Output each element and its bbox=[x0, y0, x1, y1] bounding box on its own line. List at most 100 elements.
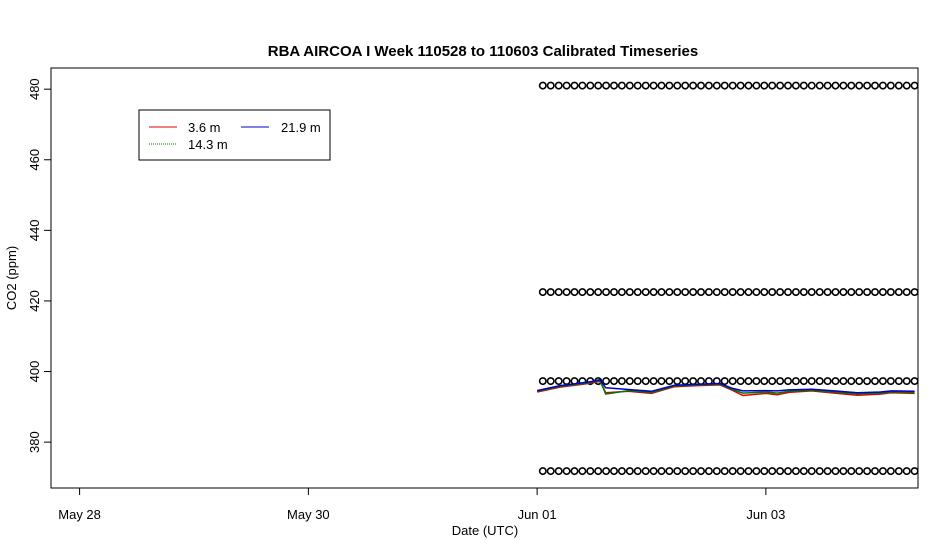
y-tick-label: 420 bbox=[27, 290, 42, 312]
x-tick-label: Jun 03 bbox=[746, 507, 785, 522]
calibration-point bbox=[538, 377, 547, 386]
calibration-point bbox=[657, 467, 666, 476]
calibration-point bbox=[839, 467, 848, 476]
calibration-point bbox=[902, 288, 911, 297]
calibration-point bbox=[886, 377, 895, 386]
x-tick-label: Jun 01 bbox=[518, 507, 557, 522]
series-lines bbox=[536, 378, 915, 397]
calibration-point bbox=[760, 288, 769, 297]
calibration-point bbox=[554, 81, 563, 90]
calibration-point bbox=[696, 467, 705, 476]
calibration-point bbox=[586, 81, 595, 90]
calibration-point bbox=[736, 377, 745, 386]
calibration-point bbox=[546, 81, 555, 90]
calibration-point bbox=[649, 288, 658, 297]
calibration-point bbox=[799, 288, 808, 297]
calibration-point bbox=[910, 467, 919, 476]
calibration-point bbox=[641, 288, 650, 297]
calibration-point bbox=[799, 81, 808, 90]
calibration-point bbox=[863, 467, 872, 476]
calibration-point bbox=[625, 81, 634, 90]
legend: 3.6 m 14.3 m 21.9 m bbox=[138, 109, 331, 161]
calibration-point bbox=[554, 467, 563, 476]
calibration-point bbox=[744, 377, 753, 386]
calibration-point bbox=[783, 377, 792, 386]
calibration-point bbox=[831, 377, 840, 386]
calibration-point bbox=[839, 377, 848, 386]
calibration-point bbox=[910, 288, 919, 297]
calibration-point bbox=[617, 467, 626, 476]
x-tick-label: May 30 bbox=[287, 507, 330, 522]
calibration-point bbox=[633, 288, 642, 297]
calibration-point bbox=[831, 81, 840, 90]
calibration-point bbox=[665, 467, 674, 476]
calibration-point bbox=[641, 377, 650, 386]
calibration-point bbox=[689, 377, 698, 386]
calibration-point bbox=[594, 288, 603, 297]
calibration-point bbox=[609, 288, 618, 297]
plot-frame bbox=[50, 67, 919, 489]
calibration-point bbox=[546, 467, 555, 476]
calibration-point bbox=[847, 288, 856, 297]
calibration-point bbox=[870, 288, 879, 297]
calibration-point bbox=[594, 467, 603, 476]
calibration-point bbox=[538, 288, 547, 297]
calibration-point bbox=[863, 377, 872, 386]
calibration-point bbox=[704, 288, 713, 297]
calibration-point bbox=[776, 467, 785, 476]
calibration-point bbox=[546, 377, 555, 386]
calibration-point bbox=[689, 81, 698, 90]
calibration-point bbox=[728, 81, 737, 90]
calibration-points bbox=[538, 81, 919, 476]
calibration-point bbox=[641, 81, 650, 90]
calibration-point bbox=[752, 81, 761, 90]
calibration-point bbox=[538, 467, 547, 476]
calibration-point bbox=[847, 81, 856, 90]
calibration-point bbox=[783, 467, 792, 476]
calibration-point bbox=[902, 467, 911, 476]
y-tick-label: 380 bbox=[27, 431, 42, 453]
calibration-point bbox=[878, 377, 887, 386]
calibration-point bbox=[602, 467, 611, 476]
calibration-point bbox=[863, 81, 872, 90]
calibration-point bbox=[681, 467, 690, 476]
calibration-point bbox=[578, 81, 587, 90]
calibration-point bbox=[657, 288, 666, 297]
calibration-point bbox=[609, 377, 618, 386]
calibration-point bbox=[902, 81, 911, 90]
calibration-point bbox=[878, 467, 887, 476]
calibration-point bbox=[768, 377, 777, 386]
calibration-point bbox=[823, 81, 832, 90]
calibration-point bbox=[886, 288, 895, 297]
calibration-point bbox=[831, 288, 840, 297]
calibration-point bbox=[712, 288, 721, 297]
calibration-point bbox=[665, 377, 674, 386]
calibration-point bbox=[823, 288, 832, 297]
legend-box bbox=[138, 109, 331, 161]
calibration-point bbox=[744, 288, 753, 297]
calibration-point bbox=[570, 288, 579, 297]
calibration-point bbox=[720, 377, 729, 386]
calibration-point bbox=[720, 467, 729, 476]
calibration-point bbox=[815, 377, 824, 386]
calibration-point bbox=[728, 377, 737, 386]
calibration-point bbox=[736, 288, 745, 297]
calibration-point bbox=[617, 288, 626, 297]
calibration-point bbox=[633, 377, 642, 386]
calibration-point bbox=[902, 377, 911, 386]
calibration-point bbox=[562, 81, 571, 90]
calibration-point bbox=[768, 81, 777, 90]
calibration-point bbox=[736, 467, 745, 476]
y-tick-label: 400 bbox=[27, 361, 42, 383]
calibration-point bbox=[870, 377, 879, 386]
calibration-point bbox=[831, 467, 840, 476]
calibration-point bbox=[696, 288, 705, 297]
calibration-point bbox=[594, 81, 603, 90]
calibration-point bbox=[704, 467, 713, 476]
calibration-point bbox=[839, 81, 848, 90]
calibration-point bbox=[736, 81, 745, 90]
calibration-point bbox=[681, 81, 690, 90]
calibration-point bbox=[791, 467, 800, 476]
calibration-point bbox=[791, 377, 800, 386]
calibration-point bbox=[649, 377, 658, 386]
